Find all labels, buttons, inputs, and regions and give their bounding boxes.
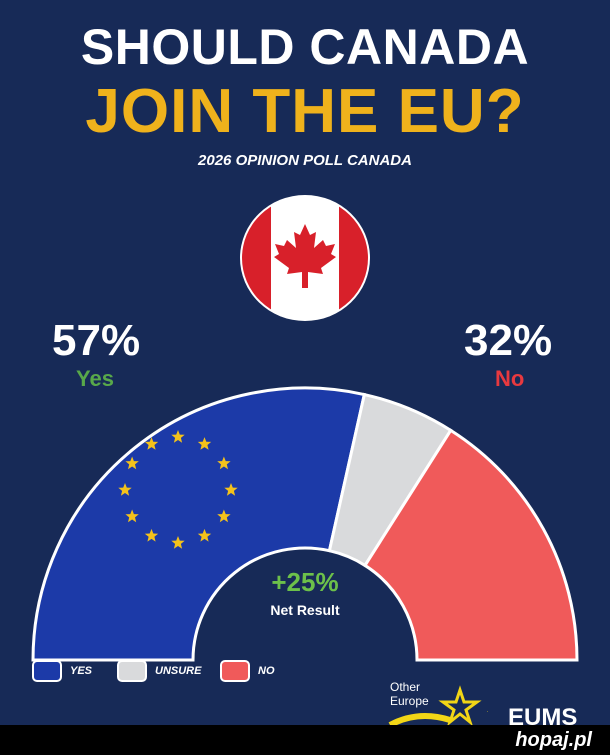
legend-swatch-unsure — [117, 660, 147, 682]
eu-star — [171, 536, 185, 549]
yes-percent: 57% — [52, 316, 141, 365]
slice-no — [362, 428, 579, 662]
canada-flag-icon — [239, 194, 371, 322]
eu-star — [125, 456, 139, 470]
subtitle: 2026 OPINION POLL CANADA — [198, 152, 412, 169]
eu-star — [217, 456, 231, 470]
eu-star — [125, 509, 139, 523]
legend-label-yes: YES — [70, 665, 93, 677]
no-label: No — [495, 366, 525, 391]
title-line-2: JOIN THE EU? — [85, 77, 525, 146]
semicircle-chart — [31, 386, 579, 662]
eu-star — [171, 430, 185, 443]
title-line-1: SHOULD CANADA — [80, 19, 530, 75]
net-result-value: +25% — [271, 567, 339, 597]
no-percent: 32% — [464, 316, 553, 365]
logo-text-line-1: Other — [390, 680, 421, 694]
eu-stars-icon — [118, 430, 238, 549]
legend-swatch-yes — [32, 660, 62, 682]
slice-yes — [31, 386, 367, 662]
eu-star — [197, 528, 212, 542]
eu-star — [224, 483, 238, 496]
logo-text-line-2: Europe — [390, 694, 429, 708]
yes-label: Yes — [76, 366, 114, 391]
eu-star — [144, 528, 159, 542]
eu-star — [197, 437, 212, 450]
eu-star — [118, 483, 132, 496]
star-swoosh-icon — [388, 685, 488, 725]
legend-label-unsure: UNSURE — [155, 665, 202, 677]
eu-star — [217, 509, 231, 523]
legend-swatch-no — [220, 660, 250, 682]
watermark-bar: hopaj.pl — [0, 725, 610, 755]
logo-text: Other Europe — [390, 680, 429, 708]
watermark: hopaj.pl — [515, 729, 592, 751]
eu-star — [144, 437, 159, 450]
legend-label-no: NO — [258, 665, 275, 677]
net-result-label: Net Result — [270, 602, 340, 618]
